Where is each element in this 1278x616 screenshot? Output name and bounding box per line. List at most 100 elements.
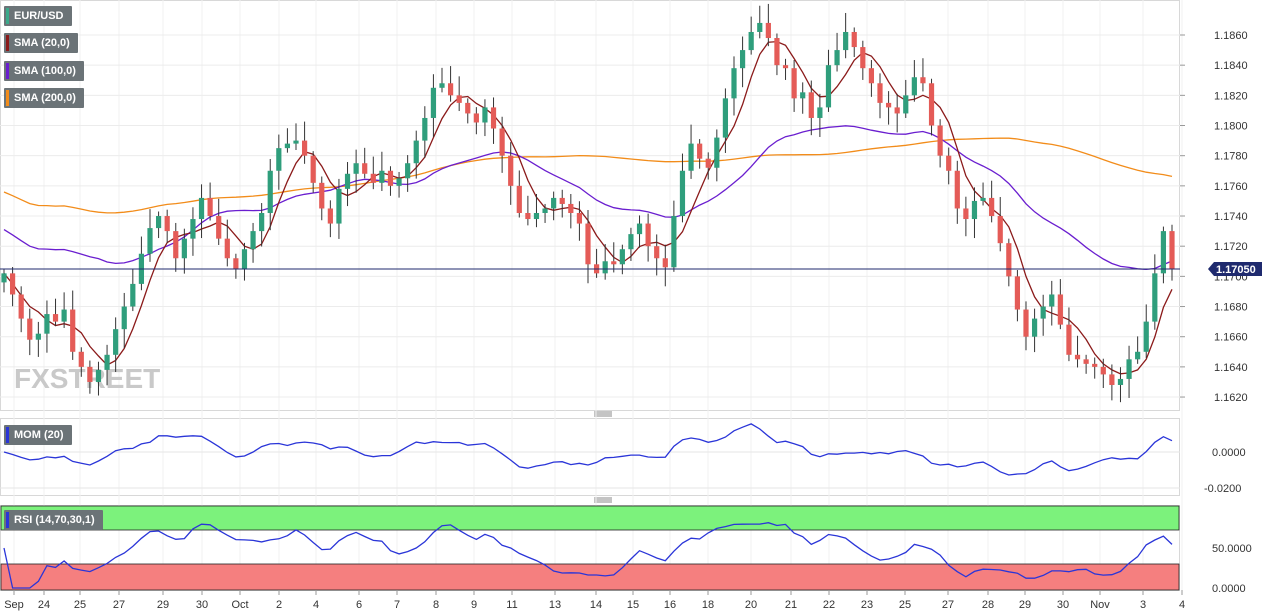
candle — [868, 60, 875, 97]
candle — [937, 119, 943, 168]
candle — [731, 56, 737, 116]
candle — [662, 244, 668, 287]
candle — [971, 187, 978, 239]
symbol-text: EUR/USD — [14, 10, 64, 22]
x-axis-label: 16 — [664, 599, 676, 611]
candle — [525, 195, 531, 226]
x-axis-label: 24 — [38, 599, 50, 611]
candle — [508, 142, 514, 205]
candle — [748, 16, 754, 55]
candle — [241, 242, 248, 281]
candle — [207, 182, 213, 221]
candle — [155, 211, 162, 239]
sma100-label[interactable]: SMA (100,0) — [4, 61, 84, 81]
candle — [1152, 254, 1158, 330]
price-axis-tick: 1.1620 — [1214, 392, 1248, 404]
candle — [173, 222, 179, 272]
candle — [1126, 345, 1132, 398]
price-axis-tick: 1.1860 — [1214, 30, 1248, 42]
sma200-label[interactable]: SMA (200,0) — [4, 88, 84, 108]
candle — [980, 182, 986, 206]
price-axis-tick: 1.1680 — [1214, 302, 1248, 314]
candle — [44, 300, 50, 353]
rsi-label[interactable]: RSI (14,70,30,1) — [4, 510, 103, 530]
candle — [542, 203, 548, 223]
candle — [757, 5, 763, 39]
candle — [843, 12, 849, 59]
candle — [576, 201, 583, 241]
pane-splitter-2[interactable] — [594, 497, 612, 503]
candle — [327, 200, 333, 238]
candle — [628, 227, 634, 261]
rsi-line — [3, 522, 1173, 589]
candle — [490, 97, 497, 144]
candle — [739, 36, 746, 88]
x-axis-label: 11 — [506, 599, 517, 611]
price-axis-tick: 1.1740 — [1214, 211, 1248, 223]
candle — [473, 107, 479, 135]
mom-axis-tick: 0.0000 — [1212, 447, 1246, 459]
x-axis-label: 13 — [549, 599, 561, 611]
x-axis-label: 20 — [745, 599, 757, 611]
candle — [224, 219, 230, 267]
candle — [456, 76, 462, 112]
candle — [447, 66, 454, 102]
price-axis-tick: 1.1660 — [1214, 332, 1248, 344]
sma200-line — [3, 137, 1173, 214]
candle — [121, 292, 127, 349]
candle — [250, 222, 256, 263]
mom-label[interactable]: MOM (20) — [4, 425, 72, 445]
sma200-text: SMA (200,0) — [14, 92, 76, 104]
candle — [52, 298, 59, 327]
momentum-pane — [0, 418, 1180, 496]
candle — [344, 162, 351, 207]
pane-splitter-1[interactable] — [594, 411, 612, 417]
candle — [585, 209, 591, 284]
candle — [877, 73, 883, 119]
price-pane — [0, 0, 1180, 411]
candle — [989, 180, 995, 223]
candle — [894, 93, 900, 133]
candle — [1074, 335, 1081, 368]
price-axis-tick: 1.1760 — [1214, 181, 1248, 193]
candle — [301, 121, 308, 164]
candle — [559, 189, 565, 218]
x-axis-label: Nov — [1090, 599, 1110, 611]
candle — [396, 171, 402, 198]
price-axis-tick: 1.1820 — [1214, 90, 1248, 102]
candle — [233, 253, 239, 279]
candle — [319, 176, 325, 221]
x-axis-label: 18 — [702, 599, 714, 611]
candle — [611, 242, 617, 273]
candle — [267, 158, 273, 231]
candle — [568, 193, 574, 229]
candle — [9, 267, 16, 307]
candle — [35, 321, 41, 357]
candle — [1023, 301, 1029, 351]
candle — [817, 93, 823, 137]
candle — [430, 74, 437, 137]
fxstreet-watermark: FXSTREET — [14, 363, 160, 394]
candle — [370, 156, 376, 190]
candle — [1117, 367, 1124, 403]
candle — [825, 49, 832, 112]
price-axis-tick: 1.1640 — [1214, 362, 1248, 374]
rsi-oversold-zone — [0, 563, 1180, 591]
x-axis-label: 29 — [157, 599, 169, 611]
candle — [104, 344, 110, 386]
x-axis-label: 27 — [113, 599, 125, 611]
candle — [954, 160, 960, 224]
candle — [765, 3, 771, 47]
x-axis-label: 23 — [861, 599, 873, 611]
candle — [1092, 357, 1098, 379]
candle — [198, 184, 205, 239]
candle — [439, 67, 445, 93]
current-price-tag: 1.17050 — [1208, 262, 1262, 276]
sma20-label[interactable]: SMA (20,0) — [4, 33, 78, 53]
candle — [413, 130, 419, 179]
candle — [860, 40, 866, 80]
x-axis-label: 27 — [942, 599, 954, 611]
symbol-label[interactable]: EUR/USD — [4, 6, 72, 26]
candle — [533, 193, 540, 228]
rsi-text: RSI (14,70,30,1) — [14, 514, 95, 526]
